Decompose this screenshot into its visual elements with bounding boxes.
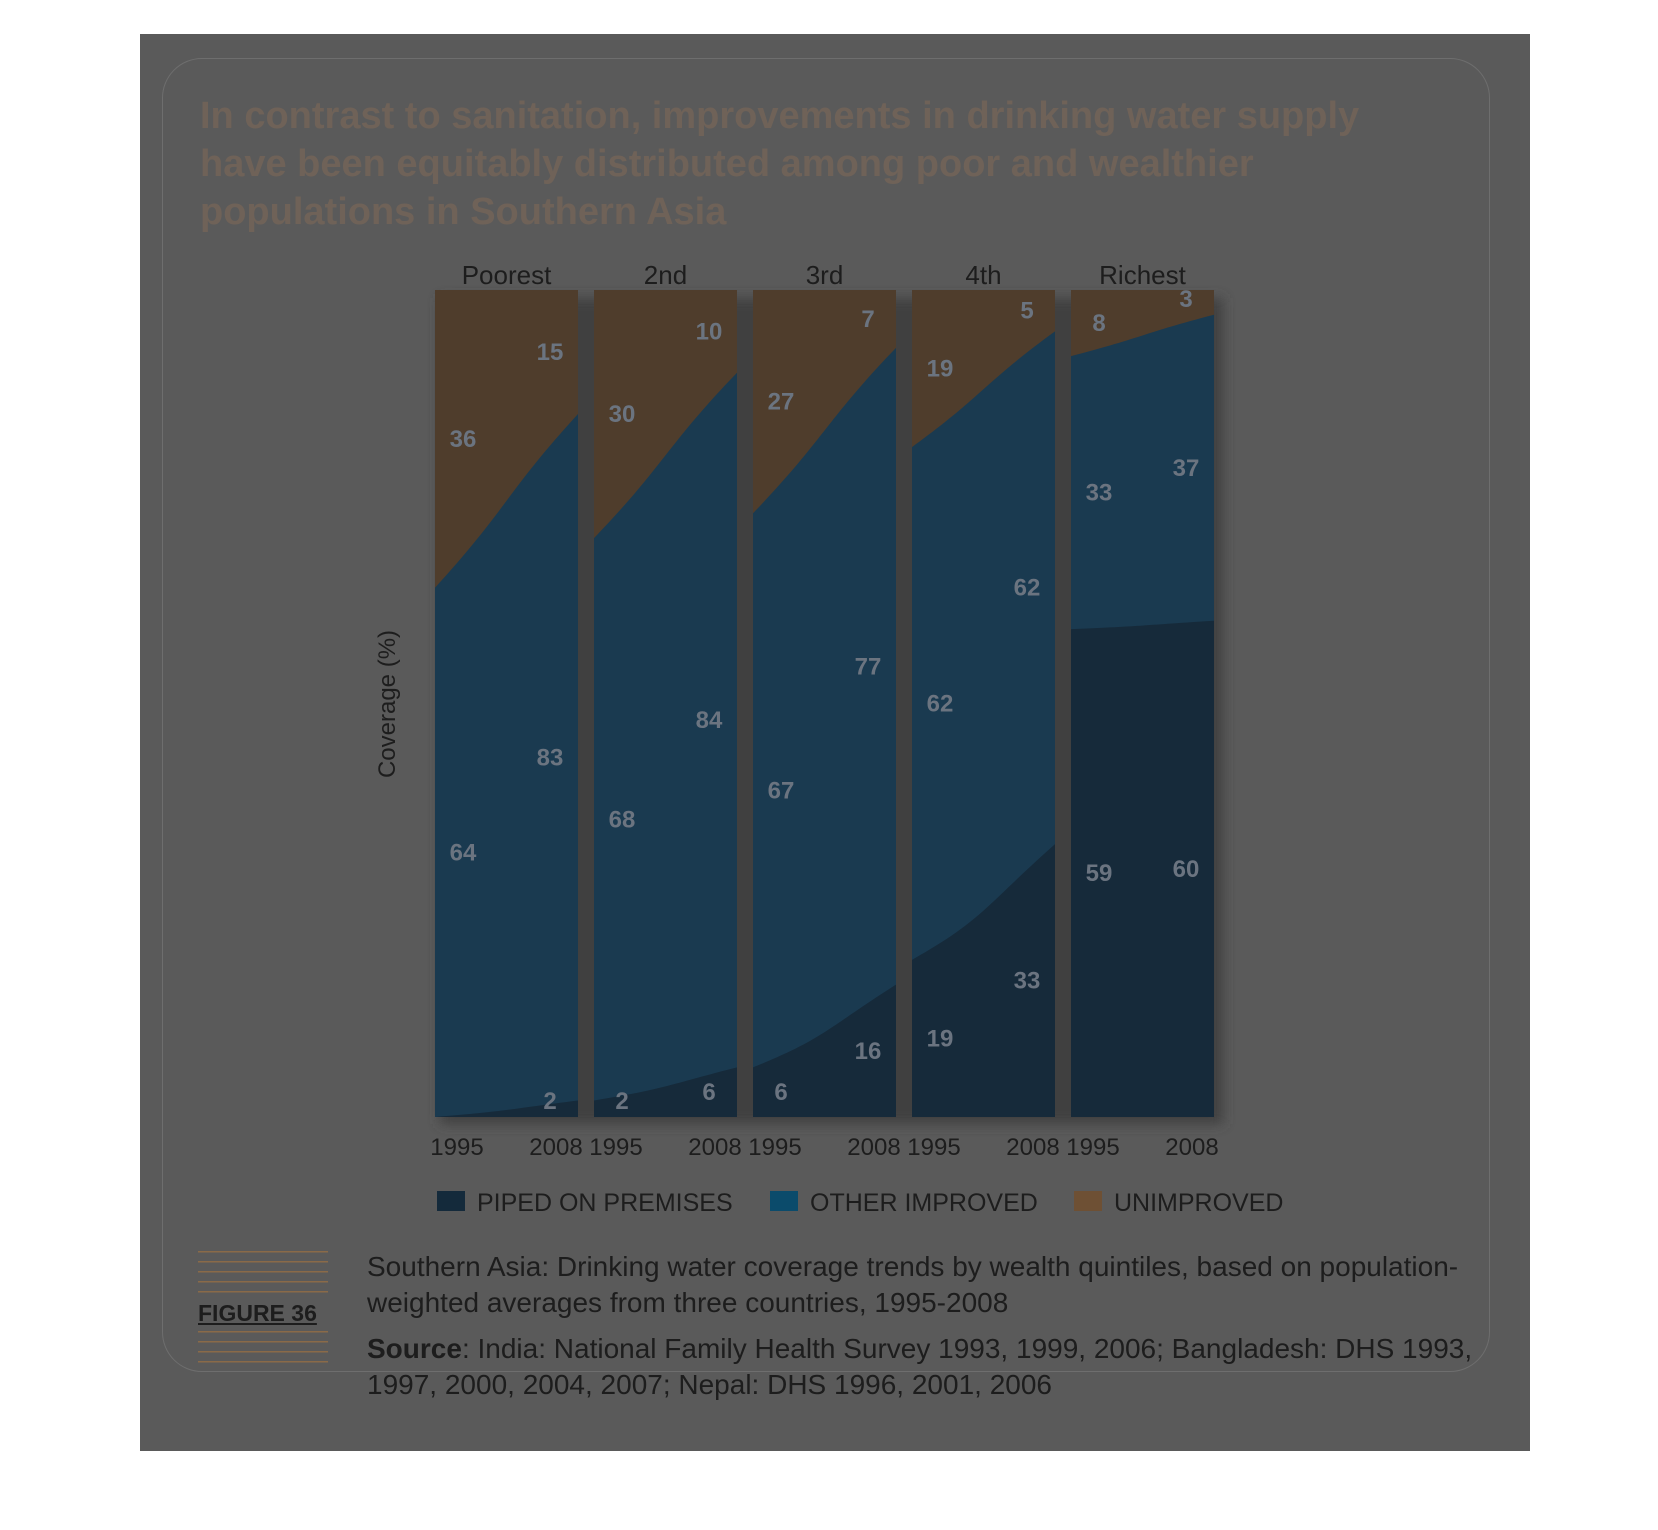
figure-caption: Southern Asia: Drinking water coverage t… [367, 1251, 1459, 1318]
data-label: 15 [537, 339, 564, 366]
data-label: 36 [450, 426, 477, 453]
other-improved-area-poorest [435, 414, 578, 1117]
data-label: 7 [861, 306, 874, 333]
data-label: 27 [768, 389, 795, 416]
source-label: Source [367, 1333, 462, 1364]
panel-header-poorest: Poorest [462, 260, 552, 290]
caption-block: Southern Asia: Drinking water coverage t… [367, 1249, 1487, 1403]
chart-title: In contrast to sanitation, improvements … [200, 95, 1360, 233]
data-label: 2 [543, 1088, 556, 1115]
data-label: 68 [609, 806, 636, 833]
panel-header-4th: 4th [965, 260, 1001, 290]
x-tick-label: 2008 [529, 1134, 582, 1161]
figure-label-block: FIGURE 36 [198, 1251, 328, 1371]
x-tick-label: 1995 [430, 1134, 483, 1161]
legend-swatch-piped [437, 1191, 465, 1211]
data-label: 84 [696, 707, 723, 734]
piped-area-richest [1071, 620, 1214, 1117]
data-label: 77 [855, 653, 882, 680]
legend-swatch-unimproved [1074, 1191, 1102, 1211]
data-label: 3 [1179, 286, 1192, 313]
x-tick-label: 2008 [688, 1134, 741, 1161]
legend-label-piped: PIPED ON PREMISES [477, 1189, 733, 1217]
panel-header-3rd: 3rd [806, 260, 844, 290]
figure-frame: In contrast to sanitation, improvements … [140, 34, 1530, 1451]
x-tick-label: 1995 [589, 1134, 642, 1161]
legend-swatch-other-improved [770, 1191, 798, 1211]
data-label: 6 [702, 1079, 715, 1106]
data-label: 6 [774, 1079, 787, 1106]
other-improved-area-3rd [753, 347, 896, 1117]
piped-area-poorest [435, 1100, 578, 1117]
x-tick-label: 1995 [907, 1134, 960, 1161]
legend-label-unimproved: UNIMPROVED [1114, 1189, 1283, 1217]
y-axis-label: Coverage (%) [374, 630, 401, 778]
data-label: 8 [1092, 310, 1105, 337]
data-label: 16 [855, 1038, 882, 1065]
data-label: 62 [927, 691, 954, 718]
piped-area-4th [912, 844, 1055, 1117]
panel-header-2nd: 2nd [644, 260, 687, 290]
piped-area-2nd [594, 1067, 737, 1117]
data-label: 62 [1014, 575, 1041, 602]
data-label: 30 [609, 401, 636, 428]
data-label: 33 [1014, 968, 1041, 995]
data-label: 5 [1020, 298, 1033, 325]
data-label: 59 [1086, 860, 1113, 887]
data-label: 2 [615, 1088, 628, 1115]
data-label: 10 [696, 318, 723, 345]
legend-label-other-improved: OTHER IMPROVED [810, 1189, 1038, 1217]
x-tick-label: 1995 [1066, 1134, 1119, 1161]
x-tick-label: 1995 [748, 1134, 801, 1161]
data-label: 19 [927, 1025, 954, 1052]
figure-panel [162, 58, 1490, 1372]
figure-source: Source: India: National Family Health Su… [367, 1331, 1487, 1403]
source-text: : India: National Family Health Survey 1… [367, 1333, 1473, 1400]
figure-label: FIGURE 36 [198, 1299, 328, 1327]
x-tick-label: 2008 [847, 1134, 900, 1161]
data-label: 64 [450, 839, 477, 866]
data-label: 19 [927, 356, 954, 383]
panel-header-richest: Richest [1099, 260, 1186, 290]
x-tick-label: 2008 [1165, 1134, 1218, 1161]
data-label: 67 [768, 777, 795, 804]
data-label: 60 [1173, 856, 1200, 883]
x-tick-label: 2008 [1006, 1134, 1059, 1161]
data-label: 83 [537, 744, 564, 771]
other-improved-area-2nd [594, 372, 737, 1117]
piped-area-3rd [753, 984, 896, 1117]
data-label: 33 [1086, 480, 1113, 507]
data-label: 37 [1173, 455, 1200, 482]
